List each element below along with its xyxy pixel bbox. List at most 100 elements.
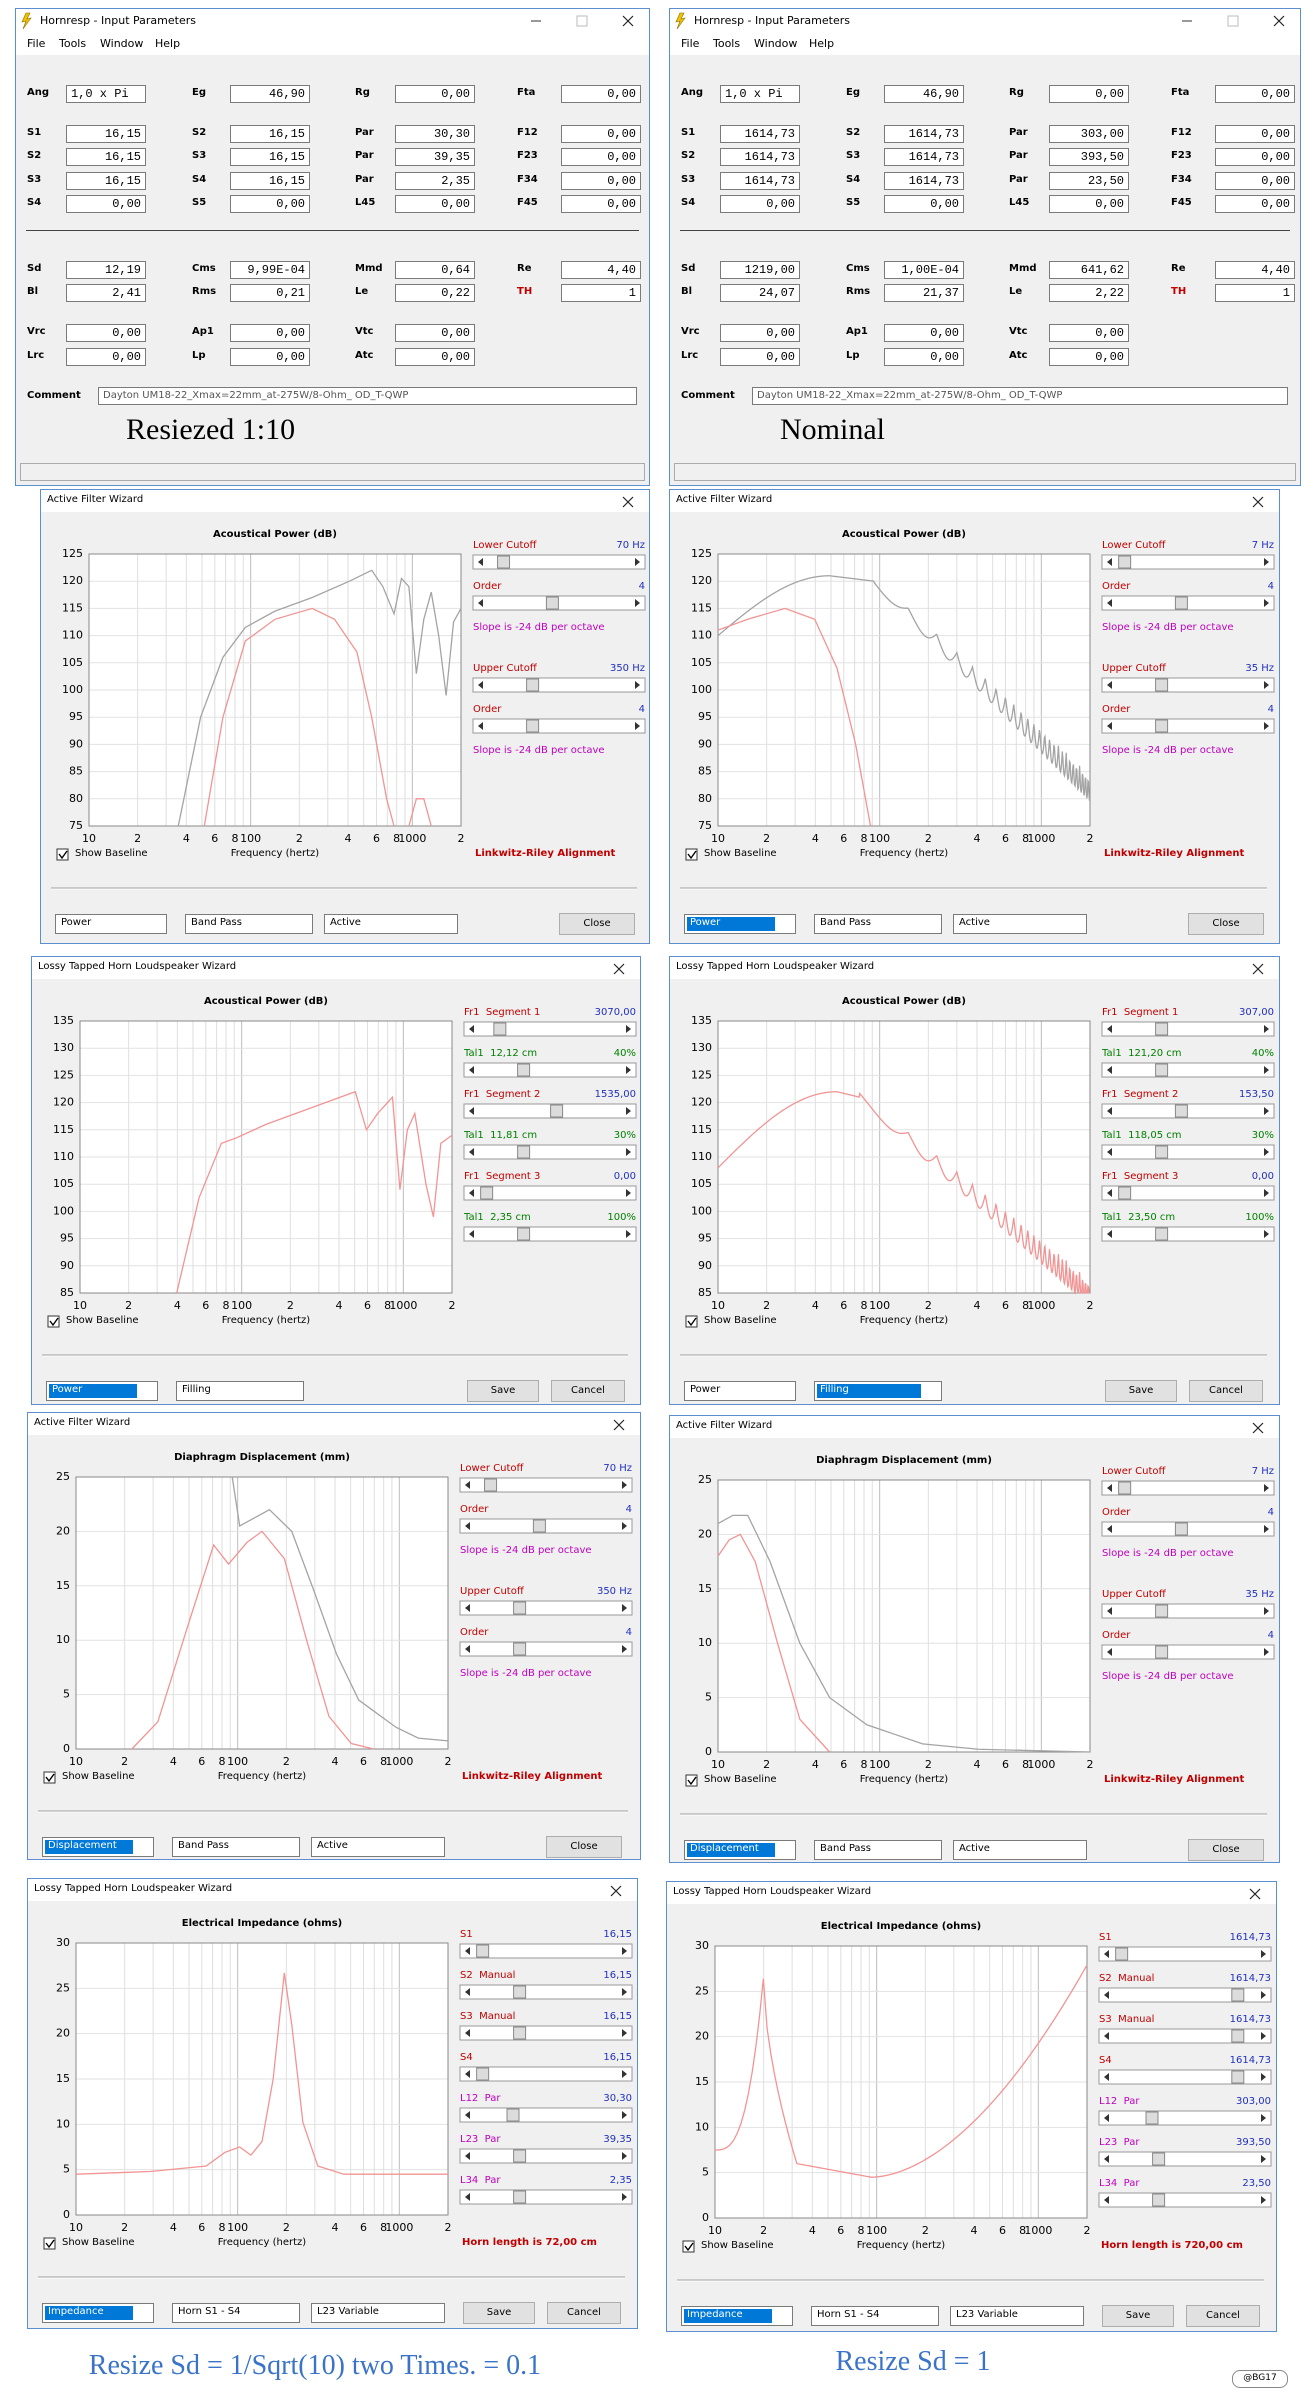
slider-thumb[interactable] <box>513 1642 527 1656</box>
slider-thumb[interactable] <box>526 678 540 692</box>
button[interactable]: Close <box>546 1836 622 1858</box>
field-value[interactable]: 16,15 <box>66 172 146 190</box>
field-value[interactable]: 1614,73 <box>720 125 800 143</box>
field-value[interactable]: 16,15 <box>230 125 310 143</box>
field-value[interactable]: 1219,00 <box>720 261 800 279</box>
slider-thumb[interactable] <box>532 1519 546 1533</box>
field-value[interactable]: 0,21 <box>230 284 310 302</box>
dropdown-text[interactable]: Power <box>58 917 146 931</box>
field-value[interactable]: 1,0 x Pi <box>720 85 800 103</box>
slider-thumb[interactable] <box>476 2067 490 2081</box>
field-value[interactable]: 0,00 <box>395 85 475 103</box>
dropdown[interactable]: Horn S1 - S4 <box>172 2303 300 2323</box>
slider-thumb[interactable] <box>1231 1988 1245 2002</box>
button[interactable]: Cancel <box>1186 2305 1260 2327</box>
field-value[interactable]: 0,00 <box>1049 324 1129 342</box>
dropdown-text[interactable]: Impedance <box>684 2309 772 2323</box>
dropdown-text[interactable]: Power <box>687 917 775 931</box>
button[interactable]: Cancel <box>547 2302 621 2324</box>
field-value[interactable]: 39,35 <box>395 148 475 166</box>
menu-item[interactable]: Tools <box>59 37 87 50</box>
field-value[interactable]: 0,00 <box>561 172 641 190</box>
field-value[interactable]: 0,00 <box>66 195 146 213</box>
field-value[interactable]: 0,00 <box>66 324 146 342</box>
dropdown[interactable]: Power <box>684 914 796 934</box>
slider-thumb[interactable] <box>1118 1481 1132 1495</box>
dropdown-text[interactable]: Horn S1 - S4 <box>175 2306 279 2320</box>
menu-item[interactable]: Window <box>754 37 798 50</box>
button[interactable]: Save <box>467 1380 539 1402</box>
field-value[interactable]: 21,37 <box>884 284 964 302</box>
field-value[interactable]: 4,40 <box>561 261 641 279</box>
slider-thumb[interactable] <box>1155 1227 1169 1241</box>
field-value[interactable]: 0,00 <box>561 125 641 143</box>
field-value[interactable]: 0,00 <box>1215 195 1295 213</box>
field-value[interactable]: 12,19 <box>66 261 146 279</box>
slider-thumb[interactable] <box>484 1478 498 1492</box>
checkbox-label[interactable]: Show Baseline <box>704 848 777 859</box>
field-value[interactable]: 0,64 <box>395 261 475 279</box>
slider-thumb[interactable] <box>1155 1604 1169 1618</box>
menu-item[interactable]: Tools <box>713 37 741 50</box>
slider-thumb[interactable] <box>513 2190 527 2204</box>
slider-thumb[interactable] <box>1152 2193 1166 2207</box>
field-value[interactable]: 0,00 <box>1215 85 1295 103</box>
comment-field[interactable]: Dayton UM18-22_Xmax=22mm_at-275W/8-Ohm_ … <box>752 387 1288 405</box>
dropdown-text[interactable]: Power <box>49 1384 137 1398</box>
dropdown[interactable]: Active <box>953 1840 1087 1860</box>
dropdown[interactable]: Displacement <box>42 1837 154 1857</box>
dropdown[interactable]: Displacement <box>684 1840 796 1860</box>
field-value[interactable]: 393,50 <box>1049 148 1129 166</box>
button[interactable]: Close <box>1188 1839 1264 1861</box>
dropdown[interactable]: L23 Variable <box>950 2306 1084 2326</box>
slider-thumb[interactable] <box>526 719 540 733</box>
field-value[interactable]: 0,00 <box>1215 172 1295 190</box>
menu-item[interactable]: File <box>27 37 46 50</box>
slider-thumb[interactable] <box>497 555 511 569</box>
slider-thumb[interactable] <box>517 1227 531 1241</box>
field-value[interactable]: 24,07 <box>720 284 800 302</box>
field-value[interactable]: 16,15 <box>66 125 146 143</box>
field-value[interactable]: 2,35 <box>395 172 475 190</box>
field-value[interactable]: 0,00 <box>884 195 964 213</box>
button[interactable]: Save <box>1105 1380 1177 1402</box>
checkbox-label[interactable]: Show Baseline <box>62 1771 135 1782</box>
slider-thumb[interactable] <box>1231 2029 1245 2043</box>
dropdown-text[interactable]: L23 Variable <box>314 2306 424 2320</box>
dropdown[interactable]: Band Pass <box>814 1840 942 1860</box>
field-value[interactable]: 0,00 <box>230 348 310 366</box>
slider-thumb[interactable] <box>1155 1145 1169 1159</box>
checkbox-label[interactable]: Show Baseline <box>66 1315 139 1326</box>
field-value[interactable]: 1 <box>561 284 641 302</box>
field-value[interactable]: 1614,73 <box>884 172 964 190</box>
field-value[interactable]: 4,40 <box>1215 261 1295 279</box>
dropdown-text[interactable]: Active <box>956 917 1066 931</box>
dropdown-text[interactable]: Active <box>956 1843 1066 1857</box>
field-value[interactable]: 0,00 <box>1215 125 1295 143</box>
button[interactable]: Close <box>559 913 635 935</box>
dropdown-text[interactable]: L23 Variable <box>953 2309 1063 2323</box>
field-value[interactable]: 1614,73 <box>884 148 964 166</box>
field-value[interactable]: 0,00 <box>395 195 475 213</box>
field-value[interactable]: 0,00 <box>1049 195 1129 213</box>
slider-thumb[interactable] <box>1145 2111 1159 2125</box>
field-value[interactable]: 0,00 <box>561 195 641 213</box>
dropdown-text[interactable]: Filling <box>179 1384 283 1398</box>
dropdown-text[interactable]: Horn S1 - S4 <box>814 2309 918 2323</box>
dropdown-text[interactable]: Band Pass <box>175 1840 279 1854</box>
field-value[interactable]: 46,90 <box>884 85 964 103</box>
dropdown-text[interactable]: Filling <box>817 1384 921 1398</box>
field-value[interactable]: 0,00 <box>720 348 800 366</box>
dropdown-text[interactable]: Impedance <box>45 2306 133 2320</box>
slider-thumb[interactable] <box>1115 1947 1129 1961</box>
slider-thumb[interactable] <box>513 2149 527 2163</box>
slider-thumb[interactable] <box>513 2026 527 2040</box>
menu-item[interactable]: File <box>681 37 700 50</box>
button[interactable]: Close <box>1188 913 1264 935</box>
dropdown-text[interactable]: Displacement <box>45 1840 133 1854</box>
field-value[interactable]: 23,50 <box>1049 172 1129 190</box>
checkbox-label[interactable]: Show Baseline <box>704 1774 777 1785</box>
field-value[interactable]: 2,22 <box>1049 284 1129 302</box>
dropdown[interactable]: Power <box>684 1381 796 1401</box>
field-value[interactable]: 0,00 <box>395 324 475 342</box>
